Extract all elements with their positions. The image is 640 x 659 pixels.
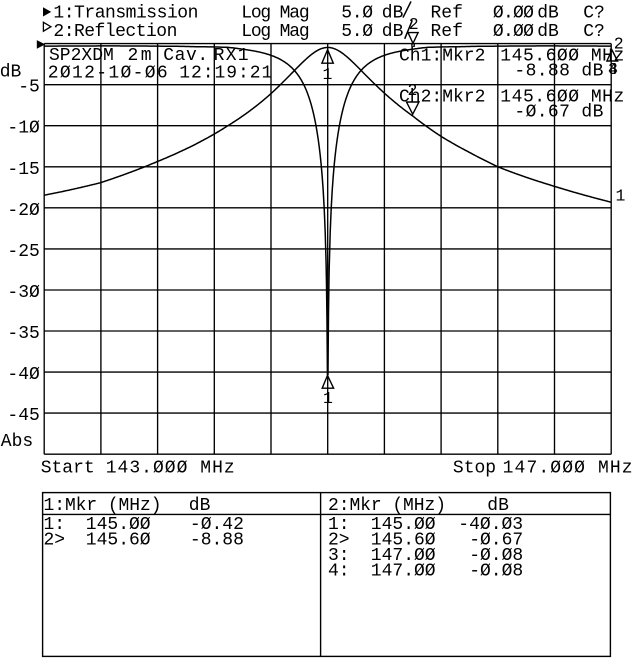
svg-text:C?: C? [583, 22, 605, 42]
svg-text:143.ØØØ MHz: 143.ØØØ MHz [106, 458, 235, 478]
svg-text:Ø.ØØ: Ø.ØØ [493, 22, 534, 42]
svg-text:3:: 3: [328, 546, 350, 566]
svg-text:Log Mag: Log Mag [241, 3, 310, 23]
svg-text:2: 2 [614, 34, 624, 53]
svg-text:-Ø.42: -Ø.42 [190, 515, 244, 535]
svg-text:-2Ø: -2Ø [7, 201, 40, 221]
svg-text:dB: dB [0, 63, 22, 83]
svg-text:145.6ØØ MHz: 145.6ØØ MHz [500, 87, 624, 107]
svg-text:2>: 2> [44, 531, 66, 551]
svg-text:-35: -35 [7, 324, 39, 344]
svg-text:Log Mag: Log Mag [241, 22, 310, 42]
svg-text:2Ø12-1Ø-Ø6: 2Ø12-1Ø-Ø6 [48, 64, 168, 84]
svg-text:-8.88 dB: -8.88 dB [514, 62, 603, 82]
svg-text:-Ø.67 dB: -Ø.67 dB [514, 103, 603, 123]
svg-text:1:Transmission: 1:Transmission [53, 3, 198, 23]
svg-text:SP2XDM: SP2XDM [49, 46, 114, 66]
svg-text:1:Mkr (MHz): 1:Mkr (MHz) [44, 496, 162, 516]
svg-text:2: 2 [409, 15, 419, 34]
svg-text:4:: 4: [328, 562, 350, 582]
svg-text:-8.88: -8.88 [190, 531, 244, 551]
svg-text:-15: -15 [7, 160, 39, 180]
svg-text:147.ØØ: 147.ØØ [371, 546, 436, 566]
svg-text:dB: dB [537, 22, 559, 42]
svg-text:1: 1 [616, 186, 626, 205]
svg-text:Ch2:Mkr2: Ch2:Mkr2 [399, 87, 485, 107]
svg-text:Start: Start [41, 458, 95, 478]
svg-text:1: 1 [323, 389, 333, 408]
svg-text:-3Ø: -3Ø [7, 283, 40, 303]
svg-text:4: 4 [608, 60, 618, 79]
svg-text:Ref: Ref [431, 3, 463, 23]
svg-text:1: 1 [323, 65, 333, 84]
svg-text:-4Ø.Ø3: -4Ø.Ø3 [458, 515, 523, 535]
svg-text:5.Ø: 5.Ø [341, 3, 373, 23]
svg-text:-Ø.Ø8: -Ø.Ø8 [469, 546, 523, 566]
svg-text:RX1: RX1 [214, 46, 249, 66]
svg-text:5.Ø: 5.Ø [341, 22, 373, 42]
svg-text:dB: dB [487, 496, 509, 516]
svg-text:dB: dB [382, 22, 404, 42]
svg-text:147.ØØ: 147.ØØ [371, 562, 436, 582]
svg-text:Stop: Stop [453, 458, 496, 478]
svg-text:2>: 2> [328, 531, 350, 551]
svg-text:-45: -45 [7, 406, 39, 426]
svg-text:Abs: Abs [1, 432, 33, 452]
svg-text:145.6ØØ MHz: 145.6ØØ MHz [500, 46, 624, 66]
svg-text:145.ØØ: 145.ØØ [371, 515, 436, 535]
svg-text:1:: 1: [328, 515, 350, 535]
svg-text:-1Ø: -1Ø [7, 119, 40, 139]
svg-text:Ref: Ref [431, 22, 463, 42]
svg-text:-Ø.Ø8: -Ø.Ø8 [469, 562, 523, 582]
svg-text:dB: dB [537, 3, 559, 23]
svg-text:dB: dB [382, 3, 404, 23]
svg-text:145.6Ø: 145.6Ø [86, 531, 151, 551]
svg-text:Cav.: Cav. [163, 46, 208, 66]
svg-text:Ø.ØØ: Ø.ØØ [493, 3, 534, 23]
svg-text:dB: dB [189, 496, 211, 516]
svg-text:-25: -25 [7, 242, 39, 262]
svg-text:3: 3 [608, 60, 618, 79]
svg-text:2: 2 [408, 81, 418, 100]
svg-text:145.6Ø: 145.6Ø [371, 531, 436, 551]
svg-text:Ch1:Mkr2: Ch1:Mkr2 [399, 46, 485, 66]
svg-text:2:Mkr (MHz): 2:Mkr (MHz) [328, 496, 446, 516]
svg-text:C?: C? [583, 3, 605, 23]
svg-text:-Ø.67: -Ø.67 [469, 531, 523, 551]
svg-text:145.ØØ: 145.ØØ [86, 515, 151, 535]
svg-text:12:19:21: 12:19:21 [179, 64, 272, 84]
svg-text:2:Reflection: 2:Reflection [53, 22, 177, 42]
svg-text:-4Ø: -4Ø [7, 365, 40, 385]
svg-text:-5: -5 [18, 78, 40, 98]
svg-text:1:: 1: [44, 515, 66, 535]
svg-text:147.ØØØ MHz: 147.ØØØ MHz [503, 458, 633, 478]
